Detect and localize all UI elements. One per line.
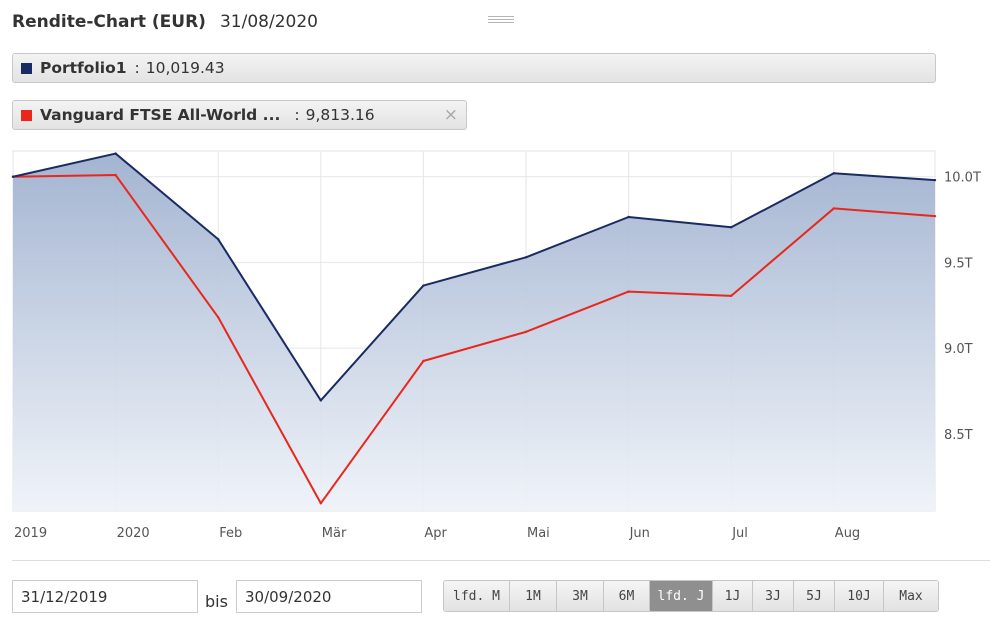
x-axis: 2019 2020 Feb Mär Apr Mai Jun Jul Aug xyxy=(14,526,860,541)
x-tick-label: 2020 xyxy=(117,526,150,541)
chart-title: Rendite-Chart (EUR) xyxy=(12,12,206,32)
chart-header: Rendite-Chart (EUR) 31/08/2020 xyxy=(12,12,318,38)
range-button-3m[interactable]: 3M xyxy=(557,581,604,611)
data-point[interactable] xyxy=(730,226,733,229)
x-tick-label: Jul xyxy=(731,526,748,541)
range-button-1j[interactable]: 1J xyxy=(713,581,753,611)
range-button-lfd-j[interactable]: lfd. J xyxy=(650,581,713,611)
legend-item-vanguard[interactable]: Vanguard FTSE All-World ... : 9,813.16 × xyxy=(12,100,467,130)
legend-value: 10,019.43 xyxy=(145,59,225,77)
data-point[interactable] xyxy=(114,173,117,177)
data-point[interactable] xyxy=(217,316,220,319)
y-tick-label: 8.5T xyxy=(944,428,973,443)
range-button-max[interactable]: Max xyxy=(884,581,938,611)
x-tick-label: Apr xyxy=(424,526,447,541)
divider xyxy=(12,560,990,561)
series-lines xyxy=(11,152,937,505)
range-button-group: lfd. M 1M 3M 6M lfd. J 1J 3J 5J 10J Max xyxy=(443,580,939,612)
legend-name: Portfolio1 xyxy=(40,59,127,77)
data-point[interactable] xyxy=(422,359,425,363)
y-tick-label: 10.0T xyxy=(944,171,981,186)
from-date-input[interactable] xyxy=(12,580,198,613)
data-point[interactable] xyxy=(11,175,15,178)
x-tick-label: Aug xyxy=(835,526,860,541)
to-date-input[interactable] xyxy=(236,580,422,613)
data-point[interactable] xyxy=(933,178,937,182)
data-point[interactable] xyxy=(627,290,630,293)
performance-chart: 2019 2020 Feb Mär Apr Mai Jun Jul Aug 8.5T 9.0T 9.… xyxy=(11,150,981,541)
x-tick-label: Mai xyxy=(527,526,550,541)
data-point[interactable] xyxy=(217,238,220,241)
series-areas xyxy=(13,153,935,512)
data-point[interactable] xyxy=(422,284,425,287)
y-tick-label: 9.5T xyxy=(944,256,973,271)
range-button-10j[interactable]: 10J xyxy=(835,581,884,611)
range-button-lfd-m[interactable]: lfd. M xyxy=(444,581,510,611)
data-point[interactable] xyxy=(524,256,528,259)
data-point[interactable] xyxy=(832,207,835,210)
data-point[interactable] xyxy=(114,152,117,155)
x-tick-label: Jun xyxy=(629,526,650,541)
legend-name: Vanguard FTSE All-World ... xyxy=(40,106,281,124)
series-line-vanguard[interactable] xyxy=(12,174,936,505)
x-tick-label: 2019 xyxy=(14,526,47,541)
data-point[interactable] xyxy=(524,330,528,334)
x-tick-label: Feb xyxy=(219,526,242,541)
range-button-5j[interactable]: 5J xyxy=(794,581,835,611)
series-line-portfolio1[interactable] xyxy=(12,152,936,402)
legend-item-portfolio1[interactable]: Portfolio1 : 10,019.43 xyxy=(12,53,936,83)
legend-separator: : xyxy=(294,106,300,124)
y-axis: 8.5T 9.0T 9.5T 10.0T xyxy=(944,171,981,443)
data-point[interactable] xyxy=(319,502,322,505)
legend-swatch-vanguard xyxy=(21,109,32,121)
series-area-0 xyxy=(13,153,935,512)
chart-date: 31/08/2020 xyxy=(219,12,318,32)
close-icon[interactable]: × xyxy=(443,105,458,125)
legend-swatch-portfolio1 xyxy=(21,62,32,74)
legend-separator: : xyxy=(134,59,140,77)
range-button-1m[interactable]: 1M xyxy=(510,581,557,611)
data-point[interactable] xyxy=(832,172,835,175)
x-tick-label: Mär xyxy=(322,526,347,541)
range-button-3j[interactable]: 3J xyxy=(753,581,794,611)
range-button-6m[interactable]: 6M xyxy=(604,581,650,611)
drag-handle-icon[interactable] xyxy=(488,16,514,24)
bis-label: bis xyxy=(205,592,228,611)
legend-value: 9,813.16 xyxy=(305,106,375,124)
data-point[interactable] xyxy=(730,294,733,298)
y-tick-label: 9.0T xyxy=(944,342,973,357)
data-point[interactable] xyxy=(627,215,630,219)
data-point[interactable] xyxy=(319,399,322,402)
data-point[interactable] xyxy=(933,214,937,218)
